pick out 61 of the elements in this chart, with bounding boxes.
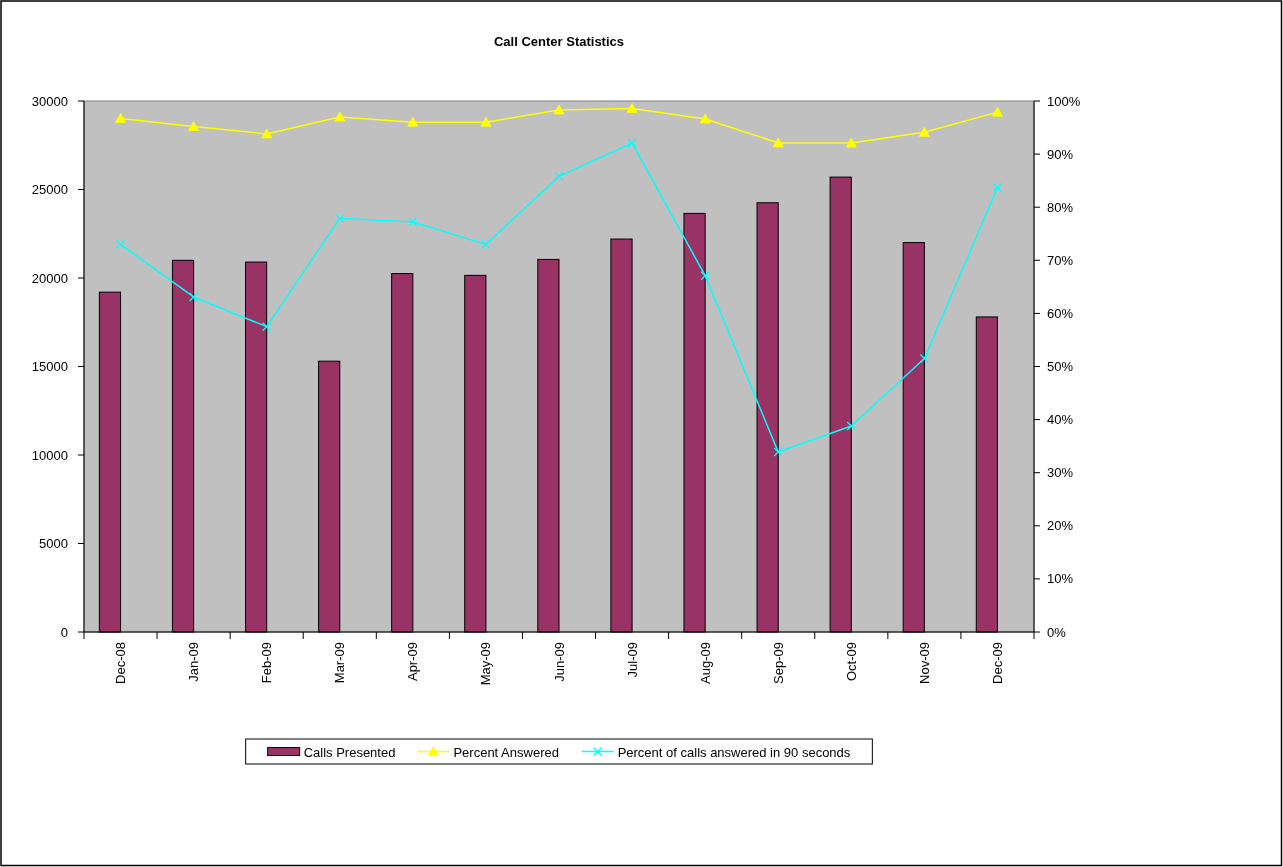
point bbox=[700, 271, 710, 281]
point bbox=[992, 106, 1003, 117]
point bbox=[626, 103, 638, 113]
point bbox=[846, 421, 856, 431]
legend-label: Percent of calls answered in 90 seconds bbox=[617, 744, 851, 759]
y-tick-label: 25000 bbox=[31, 182, 68, 197]
point bbox=[480, 116, 492, 127]
point bbox=[992, 182, 1003, 193]
y2-tick-label: 60% bbox=[1047, 305, 1074, 321]
x-tick-label: Oct-09 bbox=[843, 642, 859, 682]
y2-tick-label: 10% bbox=[1047, 571, 1074, 587]
point bbox=[408, 217, 418, 227]
legend-label: Percent Answered bbox=[453, 744, 559, 759]
point bbox=[627, 138, 637, 148]
point bbox=[115, 239, 126, 250]
x-tick-label: Nov-09 bbox=[916, 642, 932, 684]
y-tick-label: 0 bbox=[60, 624, 68, 640]
y2-tick-label: 70% bbox=[1047, 252, 1074, 268]
point bbox=[261, 128, 273, 139]
y2-tick-label: 80% bbox=[1047, 199, 1074, 215]
x-tick-label: Mar-09 bbox=[332, 642, 348, 684]
point bbox=[334, 111, 346, 122]
y-tick-label: 20000 bbox=[31, 270, 68, 286]
x-tick-label: Aug-09 bbox=[697, 642, 713, 684]
y2-tick-label: 50% bbox=[1047, 359, 1074, 374]
x-tick-label: Dec-08 bbox=[113, 642, 129, 684]
point bbox=[407, 116, 419, 127]
legend-label: Calls Presented bbox=[303, 744, 396, 759]
point bbox=[188, 292, 199, 302]
y-tick-label: 5000 bbox=[39, 536, 68, 551]
point bbox=[845, 137, 857, 148]
x-tick-label: Dec-09 bbox=[989, 642, 1005, 684]
x-tick-label: Jul-09 bbox=[624, 642, 640, 678]
point bbox=[262, 322, 272, 332]
point bbox=[335, 213, 345, 223]
x-tick-label: Apr-09 bbox=[405, 642, 421, 682]
point bbox=[919, 353, 930, 364]
point bbox=[554, 171, 564, 182]
point bbox=[481, 239, 491, 250]
x-tick-label: Sep-09 bbox=[770, 642, 786, 684]
y2-tick-label: 100% bbox=[1047, 93, 1081, 109]
point bbox=[553, 104, 565, 115]
point bbox=[773, 447, 783, 457]
y2-tick-label: 0% bbox=[1047, 624, 1067, 640]
y-tick-label: 30000 bbox=[31, 93, 68, 109]
x-tick-label: May-09 bbox=[478, 642, 494, 686]
y-tick-label: 15000 bbox=[31, 359, 68, 374]
chart-title: Call Center Statistics bbox=[493, 33, 625, 49]
point bbox=[115, 113, 126, 123]
y2-tick-label: 30% bbox=[1047, 465, 1074, 481]
point bbox=[699, 113, 711, 124]
y2-tick-label: 40% bbox=[1047, 412, 1074, 428]
y2-tick-label: 20% bbox=[1047, 518, 1074, 534]
y2-tick-label: 90% bbox=[1047, 146, 1074, 162]
x-tick-label: Jun-09 bbox=[551, 642, 567, 682]
point bbox=[918, 126, 930, 137]
x-tick-label: Jan-09 bbox=[186, 642, 202, 682]
point bbox=[772, 137, 784, 148]
point bbox=[188, 121, 200, 131]
x-tick-label: Feb-09 bbox=[259, 642, 275, 684]
y-tick-label: 10000 bbox=[31, 447, 68, 463]
